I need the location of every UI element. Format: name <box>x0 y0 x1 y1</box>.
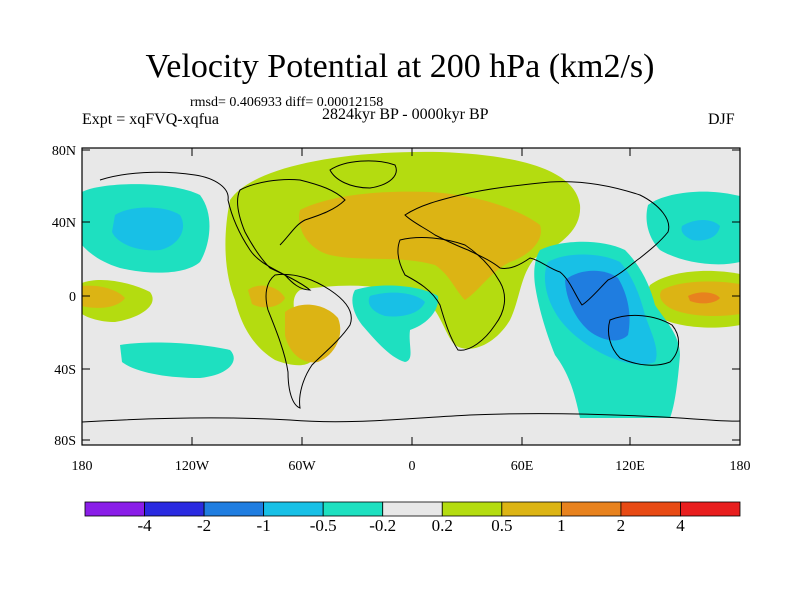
colorbar-swatch <box>322 501 384 517</box>
coastline-north-america <box>99 171 346 291</box>
coastline-layer <box>82 160 740 423</box>
coastline-africa <box>397 237 506 351</box>
lon-tick-label: 180 <box>730 459 751 474</box>
colorbar-swatch <box>680 501 741 517</box>
colorbar-swatch <box>382 501 443 517</box>
contour-fill-layer <box>82 151 740 418</box>
coastline-antarctica <box>82 413 740 423</box>
colorbar-swatch <box>263 501 324 517</box>
colorbar-swatch <box>203 501 265 517</box>
colorbar-label: 1 <box>557 516 566 535</box>
colorbar-label: 0.5 <box>491 516 513 535</box>
region-negative-05-nwpacific <box>681 220 720 241</box>
region-negative-05-npacific <box>112 207 184 251</box>
lat-tick-label: 80S <box>54 434 76 449</box>
experiment-label: Expt = xqFVQ-xqfua <box>82 111 220 128</box>
colorbar-label: 4 <box>676 516 685 535</box>
latitude-axis: 80N 40N 0 40S 80S <box>52 144 740 449</box>
region-positive-1-wpacific <box>688 292 720 304</box>
colorbar-swatch <box>620 501 681 517</box>
lon-tick-label: 120W <box>175 459 210 474</box>
colorbar-swatch <box>560 501 622 517</box>
region-negative-05-satlantic <box>368 292 425 317</box>
colorbar-swatch <box>441 501 503 517</box>
longitude-axis: 180 120W 60W 0 60E 120E 180 <box>72 148 751 474</box>
plot-title: Velocity Potential at 200 hPa (km2/s) <box>145 48 655 85</box>
coastline-greenland <box>329 160 397 189</box>
colorbar <box>84 501 741 517</box>
region-positive-05-andes <box>248 285 285 308</box>
colorbar-swatch <box>501 501 562 517</box>
lat-tick-label: 40S <box>54 363 76 378</box>
lon-tick-label: 0 <box>409 459 416 474</box>
lat-tick-label: 0 <box>69 290 76 305</box>
region-negative-1-indopacific <box>565 270 630 341</box>
lon-tick-label: 120E <box>615 459 645 474</box>
region-positive-05-samerica <box>285 304 341 363</box>
lon-tick-label: 60W <box>288 459 316 474</box>
colorbar-swatch <box>144 501 205 517</box>
colorbar-label: 0.2 <box>431 516 453 535</box>
season-label: DJF <box>708 111 735 128</box>
colorbar-swatch <box>84 501 145 517</box>
lon-tick-label: 60E <box>511 459 534 474</box>
coastline-australia <box>607 315 679 366</box>
colorbar-label: -2 <box>196 516 212 535</box>
region-positive-05-eurasia <box>299 191 541 300</box>
coastline-south-america <box>265 273 352 409</box>
lat-tick-label: 80N <box>52 144 76 159</box>
coastline-eurasia <box>404 181 670 306</box>
region-negative-02-spacific <box>120 342 234 378</box>
colorbar-label: -4 <box>137 516 152 535</box>
period-label: 2824kyr BP - 0000kyr BP <box>322 106 489 123</box>
lat-tick-label: 40N <box>52 216 76 231</box>
colorbar-label: -0.2 <box>369 516 397 535</box>
stats-label: rmsd= 0.406933 diff= 0.00012158 <box>190 95 384 110</box>
region-positive-05-epacific <box>82 285 125 308</box>
colorbar-label: 2 <box>616 516 626 535</box>
colorbar-label: -0.5 <box>309 516 337 535</box>
colorbar-label: -1 <box>256 516 271 535</box>
lon-tick-label: 180 <box>72 459 93 474</box>
